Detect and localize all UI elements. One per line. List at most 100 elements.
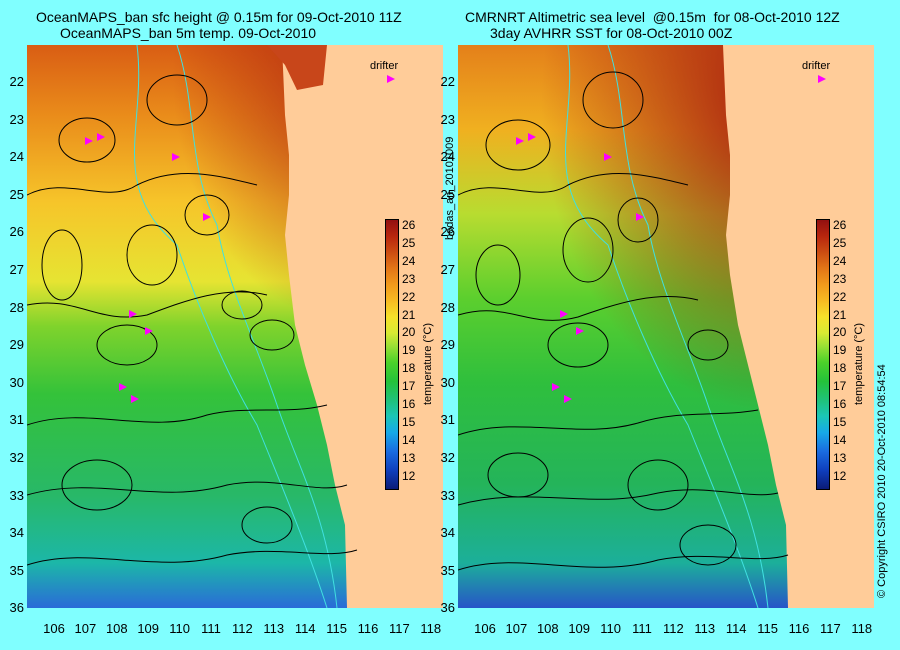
longitude-tick-label: 114 <box>725 621 747 636</box>
latitude-tick-label: 23 <box>9 111 24 127</box>
right-map-svg <box>458 45 874 608</box>
colorbar-tick-label: 14 <box>833 432 847 447</box>
colorbar-tick-label: 24 <box>402 253 416 268</box>
colorbar-tick-label: 17 <box>833 379 847 394</box>
colorbar-tick-label: 18 <box>402 361 416 376</box>
longitude-tick-label: 118 <box>851 621 873 636</box>
colorbar-tick-label: 22 <box>833 289 847 304</box>
latitude-tick-label: 29 <box>9 337 24 353</box>
colorbar-tick-label: 23 <box>402 271 416 286</box>
longitude-tick-label: 112 <box>663 621 684 636</box>
latitude-tick-label: 32 <box>440 450 455 465</box>
longitude-tick-label: 111 <box>201 621 221 636</box>
latitude-tick-label: 35 <box>440 562 455 578</box>
right-isobath-2 <box>565 45 759 608</box>
right-colorbar <box>816 219 830 490</box>
longitude-tick-label: 106 <box>474 621 496 636</box>
right-colorbar-title: temperature (°C) <box>853 322 865 405</box>
latitude-tick-label: 25 <box>440 186 455 202</box>
longitude-tick-label: 116 <box>357 621 379 636</box>
colorbar-tick-label: 26 <box>833 218 847 232</box>
longitude-tick-label: 111 <box>632 621 652 636</box>
right-drifters <box>516 133 644 403</box>
colorbar-tick-label: 14 <box>402 432 416 447</box>
left-map <box>27 45 443 608</box>
latitude-tick-label: 24 <box>9 149 24 165</box>
left-colorbar <box>385 219 399 490</box>
left-map-svg <box>27 45 443 608</box>
latitude-tick-label: 35 <box>9 562 24 578</box>
colorbar-tick-label: 25 <box>833 235 847 250</box>
latitude-tick-label: 33 <box>9 487 24 503</box>
longitude-tick-label: 115 <box>757 621 778 636</box>
latitude-tick-label: 36 <box>9 600 24 616</box>
longitude-tick-label: 110 <box>600 621 621 636</box>
colorbar-tick-label: 22 <box>402 289 416 304</box>
colorbar-tick-label: 15 <box>402 414 416 429</box>
left-colorbar-title: temperature (°C) <box>422 322 434 405</box>
colorbar-tick-label: 18 <box>833 361 847 376</box>
colorbar-tick-label: 19 <box>402 343 416 358</box>
colorbar-tick-label: 23 <box>833 271 847 286</box>
left-title-line2: OceanMAPS_ban 5m temp. 09-Oct-2010 <box>60 25 317 41</box>
colorbar-tick-label: 24 <box>833 253 847 268</box>
latitude-tick-label: 27 <box>440 262 455 277</box>
colorbar-tick-label: 12 <box>833 468 847 483</box>
latitude-tick-label: 34 <box>440 525 455 541</box>
longitude-tick-label: 113 <box>694 621 716 636</box>
left-drifters <box>85 133 211 403</box>
right-isobath-1 <box>607 45 769 608</box>
longitude-tick-label: 114 <box>294 621 316 636</box>
latitude-tick-label: 32 <box>9 450 24 465</box>
latitude-tick-label: 26 <box>440 224 455 240</box>
left-drifter-legend-label: drifter <box>370 60 399 72</box>
latitude-tick-label: 22 <box>9 74 24 89</box>
latitude-tick-label: 33 <box>440 487 455 503</box>
longitude-tick-label: 109 <box>137 621 160 636</box>
copyright-text: © Copyright CSIRO 2010 20-Oct-2010 08:54… <box>876 364 888 598</box>
colorbar-tick-label: 12 <box>402 468 416 483</box>
colorbar-tick-label: 26 <box>402 218 416 232</box>
colorbar-tick-label: 21 <box>402 307 416 322</box>
latitude-tick-label: 27 <box>9 262 24 277</box>
longitude-tick-label: 116 <box>788 621 810 636</box>
left-coastal-hot <box>267 45 327 90</box>
latitude-tick-label: 28 <box>440 299 455 315</box>
latitude-tick-label: 22 <box>440 74 455 89</box>
latitude-tick-label: 36 <box>440 600 455 616</box>
latitude-tick-label: 30 <box>440 374 455 390</box>
colorbar-tick-label: 20 <box>833 325 847 340</box>
left-ssh-contours <box>27 74 358 566</box>
left-title-line1: OceanMAPS_ban sfc height @ 0.15m for 09-… <box>36 9 402 25</box>
longitude-tick-label: 108 <box>536 621 559 636</box>
colorbar-tick-label: 15 <box>833 414 847 429</box>
latitude-tick-label: 34 <box>9 525 24 541</box>
colorbar-tick-label: 16 <box>833 397 847 411</box>
right-title-line2: 3day AVHRR SST for 08-Oct-2010 00Z <box>490 25 733 41</box>
colorbar-tick-label: 20 <box>402 325 416 340</box>
longitude-tick-label: 115 <box>326 621 347 636</box>
colorbar-tick-label: 13 <box>402 450 416 465</box>
latitude-tick-label: 26 <box>9 224 24 240</box>
longitude-tick-label: 106 <box>43 621 65 636</box>
longitude-tick-label: 117 <box>389 621 410 636</box>
longitude-tick-label: 117 <box>820 621 841 636</box>
longitude-tick-label: 113 <box>263 621 285 636</box>
right-ssh-contours <box>458 71 789 571</box>
run-id-text: bodas_an_20101009 <box>444 136 456 240</box>
colorbar-tick-label: 19 <box>833 343 847 358</box>
latitude-tick-label: 31 <box>9 412 24 428</box>
latitude-tick-label: 31 <box>440 412 455 428</box>
right-drifter-legend-marker <box>818 75 826 83</box>
colorbar-tick-label: 13 <box>833 450 847 465</box>
longitude-tick-label: 112 <box>232 621 253 636</box>
left-land <box>282 45 443 608</box>
longitude-tick-label: 109 <box>568 621 591 636</box>
left-isobath-1 <box>176 45 338 608</box>
longitude-tick-label: 118 <box>420 621 442 636</box>
right-map <box>458 45 874 608</box>
right-title-line1: CMRNRT Altimetric sea level @0.15m for 0… <box>465 9 840 25</box>
left-drifter-legend-marker <box>387 75 395 83</box>
longitude-tick-label: 108 <box>105 621 128 636</box>
colorbar-tick-label: 16 <box>402 397 416 411</box>
